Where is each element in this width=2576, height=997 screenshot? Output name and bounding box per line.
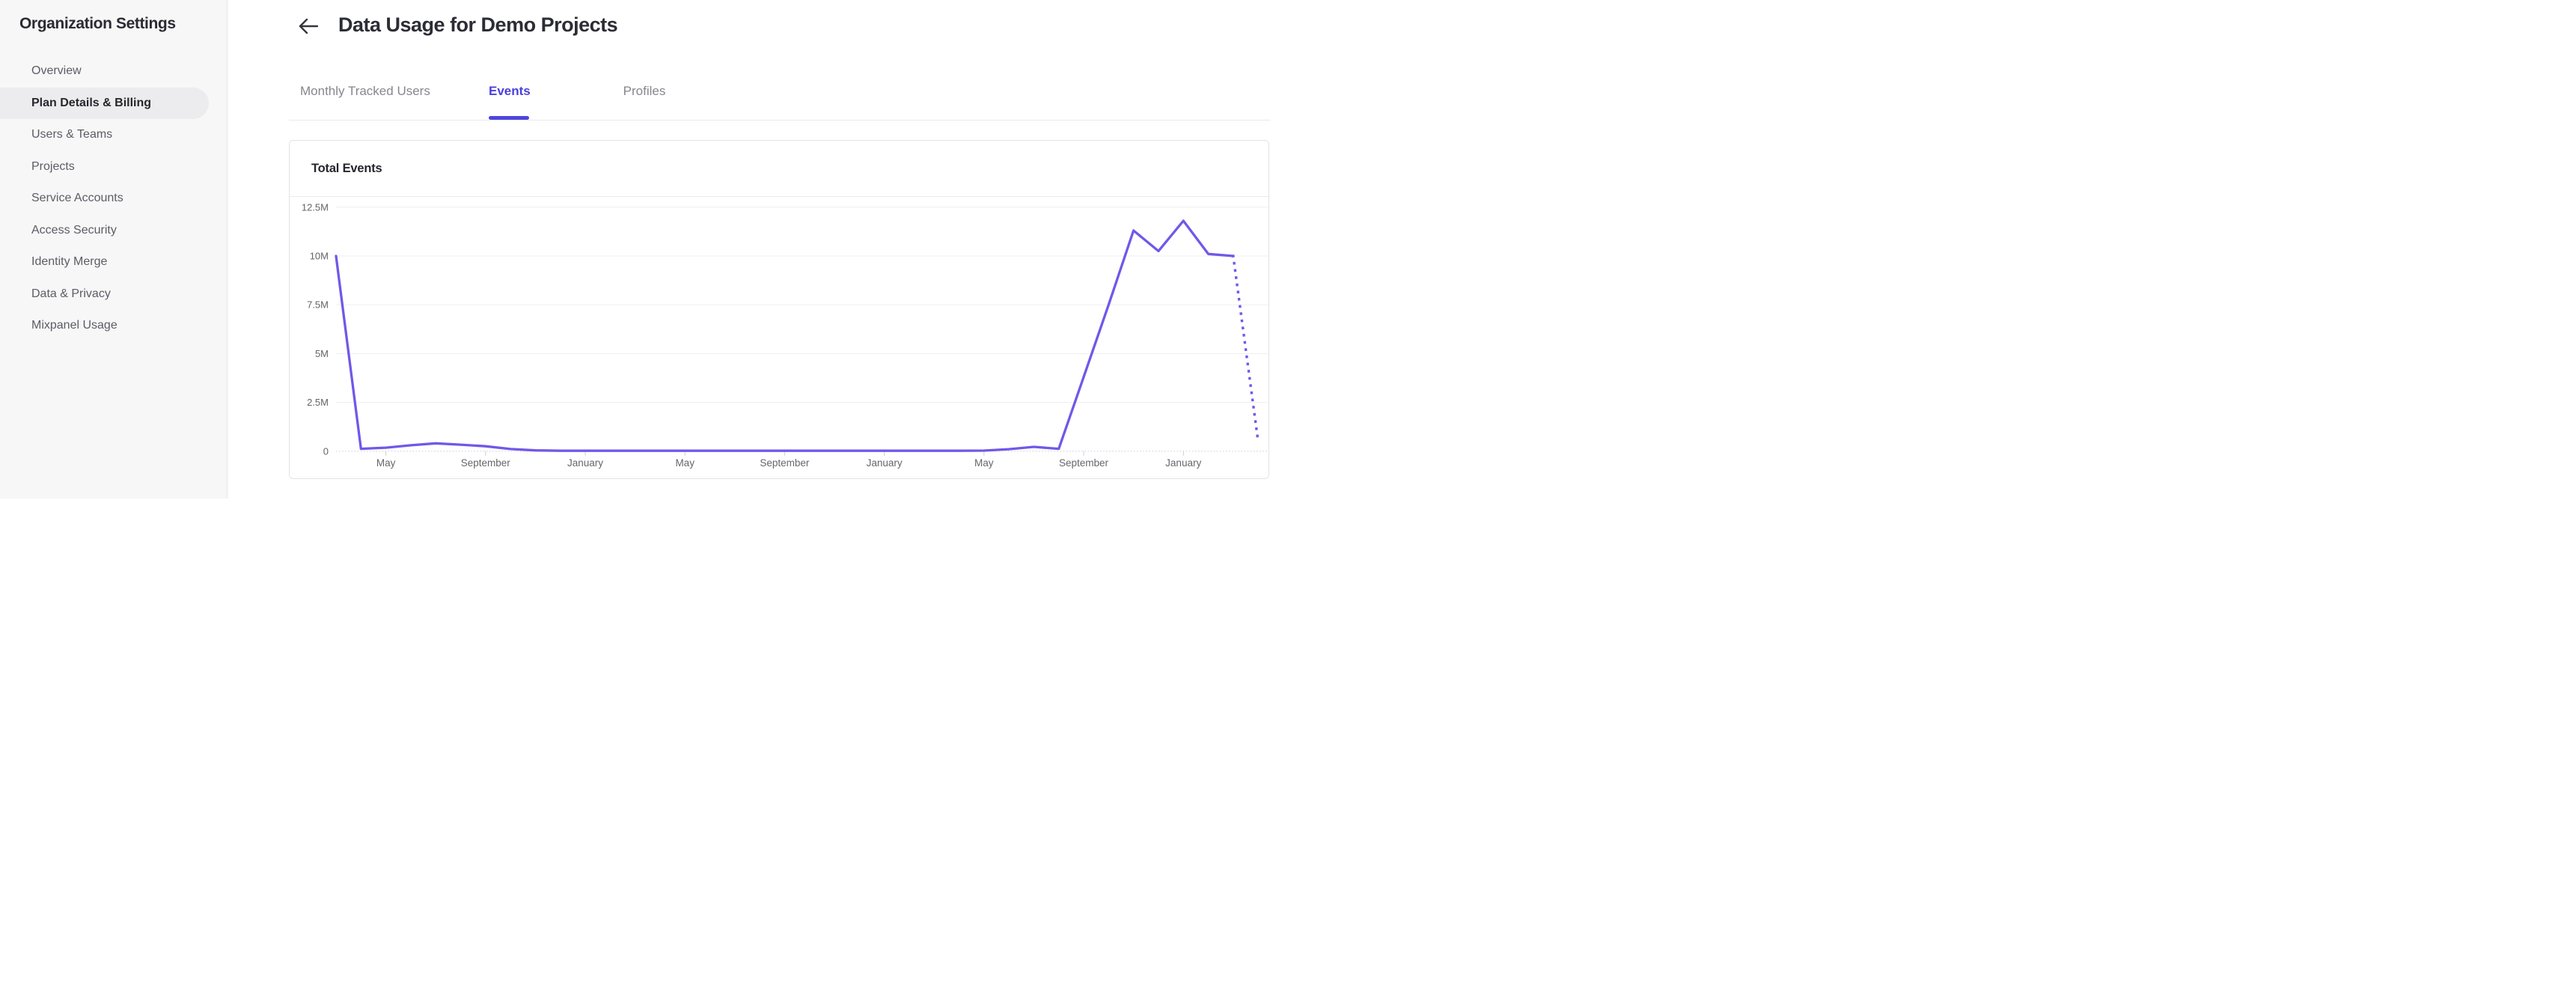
tabs-divider [289,120,1270,121]
y-axis-label: 5M [315,348,329,359]
tab-monthly-tracked-users[interactable]: Monthly Tracked Users [300,84,430,98]
tab-events[interactable]: Events [489,84,531,98]
y-axis-label: 7.5M [307,299,329,311]
sidebar-title: Organization Settings [19,15,176,32]
y-axis-label: 2.5M [307,397,329,408]
sidebar-item-mixpanel-usage[interactable]: Mixpanel Usage [31,319,117,332]
back-button[interactable] [297,16,320,36]
x-axis-label: September [760,457,810,469]
sidebar-item-overview[interactable]: Overview [31,64,82,78]
sidebar-item-users-teams[interactable]: Users & Teams [31,128,113,141]
left-arrow-icon [299,18,319,34]
active-tab-underline [489,116,529,120]
card-title: Total Events [311,162,382,175]
total-events-card: Total Events 12.5M 10M 7.5M 5M 2.5M 0 May Septe… [289,140,1269,479]
tab-profiles[interactable]: Profiles [623,84,666,98]
x-axis-label: May [376,457,396,469]
x-axis-label: May [675,457,695,469]
total-events-line [335,219,1235,452]
sidebar-item-plan-details-billing[interactable]: Plan Details & Billing [0,87,209,119]
total-events-projection-line [1231,254,1260,443]
x-axis-label: September [1059,457,1109,469]
total-events-chart[interactable]: 12.5M 10M 7.5M 5M 2.5M 0 May September January Ma… [290,197,1269,479]
x-axis-label: January [1165,457,1201,469]
organization-settings-sidebar: Organization Settings Overview Plan Deta… [0,0,228,498]
sidebar-item-access-security[interactable]: Access Security [31,223,117,237]
sidebar-nav: Overview Plan Details & Billing Users & … [0,55,228,342]
sidebar-item-service-accounts[interactable]: Service Accounts [31,192,123,205]
x-axis-label: January [867,457,903,469]
sidebar-item-projects[interactable]: Projects [31,159,75,173]
card-header: Total Events [290,141,1269,197]
x-axis-label: September [461,457,511,469]
y-axis-label: 0 [323,445,329,457]
x-axis-label: January [567,457,603,469]
y-axis-label: 12.5M [302,201,329,213]
x-axis-label: May [974,457,994,469]
y-axis-label: 10M [310,250,329,261]
sidebar-item-data-privacy[interactable]: Data & Privacy [31,287,111,300]
sidebar-item-identity-merge[interactable]: Identity Merge [31,255,108,269]
page-title: Data Usage for Demo Projects [338,13,618,36]
